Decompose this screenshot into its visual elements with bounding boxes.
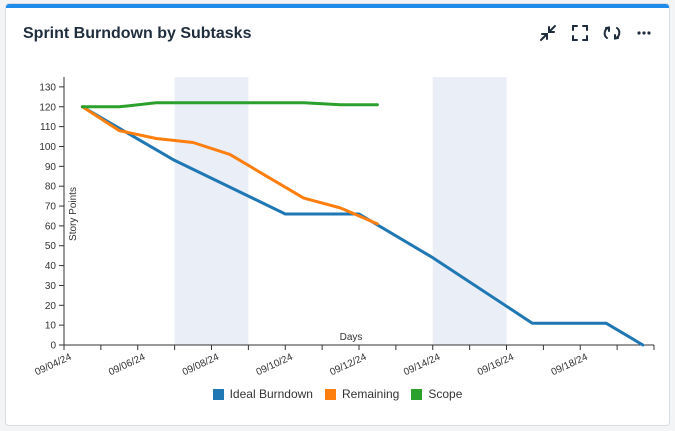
- x-tick-label-7: 09/18/24: [550, 352, 590, 379]
- card-accent-bar: [6, 4, 669, 8]
- legend-swatch-ideal: [212, 388, 224, 400]
- x-tick-label-3: 09/10/24: [255, 352, 295, 379]
- minimize-button[interactable]: [539, 24, 557, 42]
- y-tick-label-50: 50: [45, 241, 57, 252]
- y-tick-label-130: 130: [39, 82, 56, 93]
- y-tick-label-120: 120: [39, 102, 56, 113]
- series-line-scope: [80, 101, 379, 109]
- y-tick-label-70: 70: [45, 202, 57, 213]
- more-icon: [637, 31, 651, 35]
- legend-swatch-remaining: [324, 388, 336, 400]
- y-tick-label-90: 90: [45, 162, 57, 173]
- burndown-chart: 0 10 20 30 40 50 60 70 80 90 100 110 120 130 09/04/24 0…: [33, 77, 655, 379]
- y-tick-label-0: 0: [50, 341, 56, 352]
- y-tick-label-60: 60: [45, 221, 57, 232]
- legend-label-scope: Scope: [428, 387, 463, 401]
- y-tick-label-110: 110: [40, 122, 56, 133]
- x-tick-label-4: 09/12/24: [328, 352, 368, 379]
- legend-item-ideal[interactable]: Ideal Burndown: [212, 387, 313, 401]
- refresh-button[interactable]: [603, 24, 621, 42]
- x-tick-label-5: 09/14/24: [402, 352, 442, 379]
- legend-label-ideal: Ideal Burndown: [229, 387, 313, 401]
- x-tick-label-6: 09/16/24: [476, 352, 516, 379]
- weekend-band-1: [432, 77, 507, 345]
- x-axis-title: Days: [340, 332, 363, 343]
- legend-label-remaining: Remaining: [341, 387, 400, 401]
- y-tick-label-20: 20: [45, 301, 57, 312]
- legend-item-remaining[interactable]: Remaining: [324, 387, 400, 401]
- legend-item-scope[interactable]: Scope: [411, 387, 462, 401]
- minimize-icon: [540, 25, 556, 41]
- card-title: Sprint Burndown by Subtasks: [23, 25, 252, 42]
- x-tick-label-1: 09/06/24: [107, 352, 147, 379]
- fullscreen-button[interactable]: [571, 24, 589, 42]
- x-tick-label-2: 09/08/24: [181, 352, 221, 379]
- y-tick-label-30: 30: [45, 281, 57, 292]
- fullscreen-icon: [572, 25, 588, 41]
- y-tick-label-80: 80: [45, 182, 57, 193]
- y-tick-label-100: 100: [39, 142, 56, 153]
- chart-legend: Ideal Burndown Remaining Scope: [6, 387, 669, 401]
- weekend-band-0: [174, 77, 249, 345]
- series-line-remaining: [80, 105, 379, 226]
- card-toolbar: [539, 24, 653, 42]
- series-line-ideal-burndown: [80, 105, 645, 347]
- y-tick-label-40: 40: [45, 261, 57, 272]
- y-axis-title: Story Points: [68, 187, 79, 241]
- x-tick-label-0: 09/04/24: [33, 352, 73, 379]
- more-button[interactable]: [635, 24, 653, 42]
- burndown-card: Sprint Burndown by Subtasks 0 10: [5, 3, 670, 426]
- legend-swatch-scope: [411, 388, 423, 400]
- y-tick-label-10: 10: [45, 321, 57, 332]
- refresh-icon: [603, 26, 621, 40]
